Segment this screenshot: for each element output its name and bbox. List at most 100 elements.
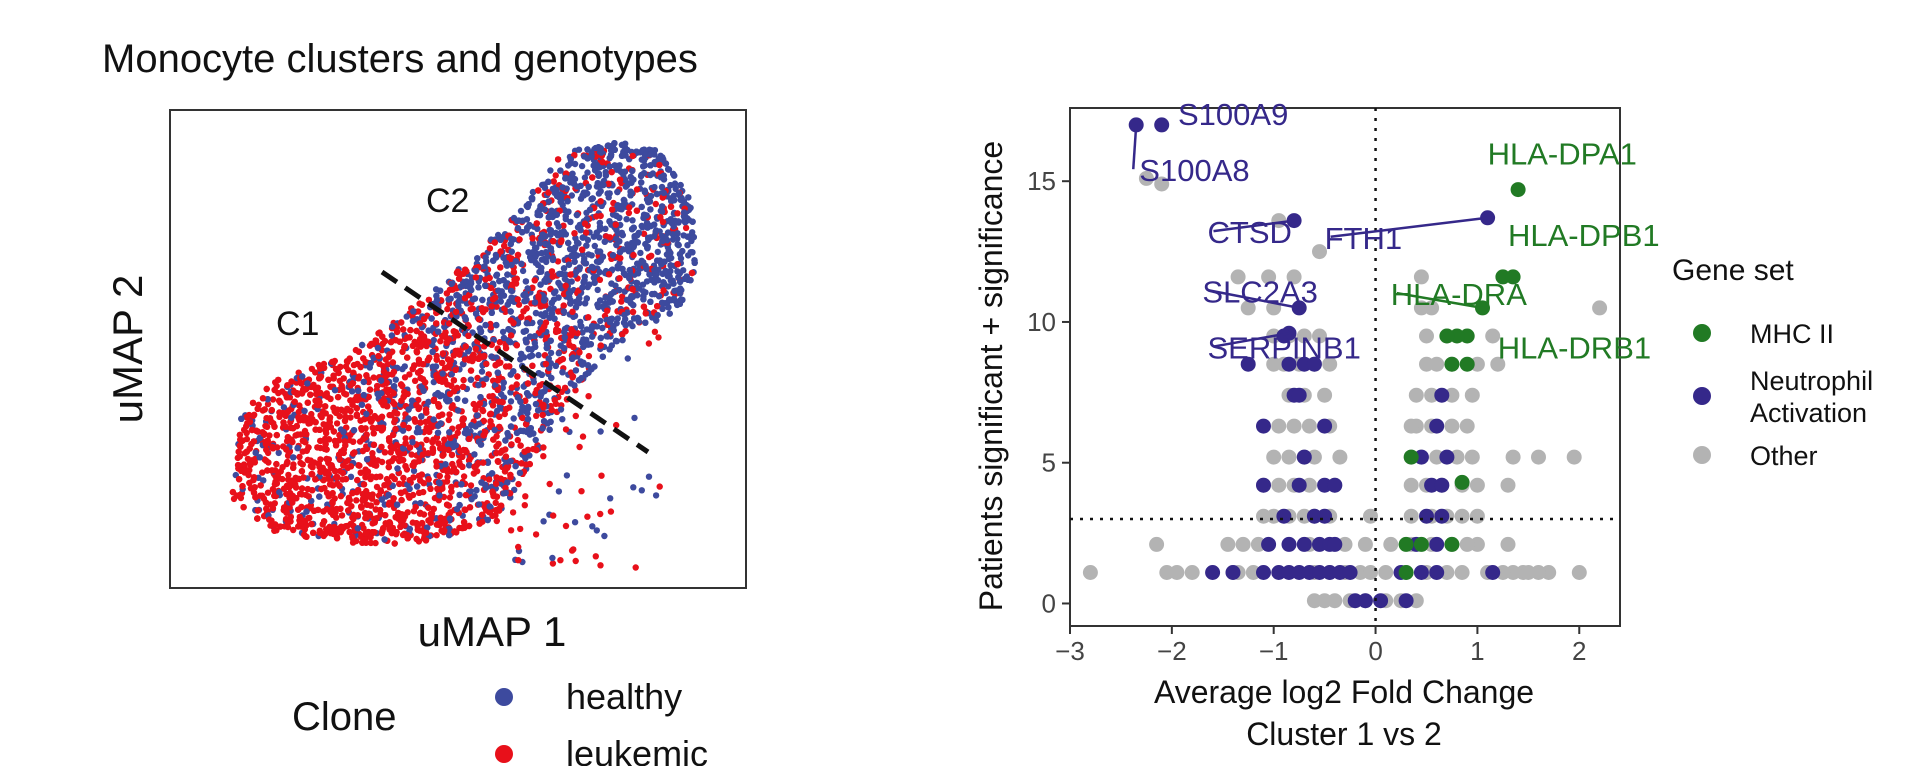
umap-cell-point	[333, 505, 340, 513]
umap-cell-point	[475, 381, 482, 389]
umap-cell-point	[448, 280, 455, 287]
umap-cell-point	[337, 493, 345, 500]
umap-cell-point	[450, 328, 457, 335]
umap-cell-point	[599, 353, 606, 360]
umap-cell-point	[654, 257, 661, 264]
umap-cell-point	[404, 390, 411, 398]
umap-cell-point	[591, 279, 598, 286]
umap-cell-point	[433, 292, 440, 300]
umap-cell-point	[243, 448, 250, 455]
umap-cell-point	[547, 349, 555, 357]
umap-cell-point	[581, 277, 588, 284]
umap-cell-point	[446, 429, 453, 436]
umap-cell-point	[382, 512, 389, 519]
umap-cell-point	[526, 333, 534, 340]
umap-cell-point	[534, 407, 542, 414]
umap-cell-point	[317, 412, 324, 419]
umap-cell-point	[499, 447, 506, 454]
umap-cell-point	[580, 192, 588, 199]
umap-cell-point	[623, 216, 630, 223]
umap-cell-point	[508, 384, 516, 391]
umap-cell-point	[491, 239, 498, 246]
umap-cell-point	[321, 392, 329, 399]
umap-cell-point	[547, 418, 554, 425]
umap-cell-point	[314, 506, 322, 514]
umap-cell-point	[578, 162, 586, 170]
umap-cell-point	[660, 287, 667, 294]
umap-cell-point	[346, 528, 353, 536]
umap-cell-point	[565, 162, 572, 169]
umap-cell-point	[271, 423, 278, 430]
umap-cell-point	[492, 499, 499, 506]
umap-cell-point	[429, 449, 436, 456]
umap-cell-point	[433, 458, 440, 465]
umap-cell-point	[293, 422, 300, 430]
umap-cell-point	[559, 369, 566, 376]
umap-cell-point	[676, 290, 684, 297]
umap-cell-point	[386, 519, 393, 526]
umap-cell-point	[470, 400, 477, 408]
umap-cell-point	[528, 194, 535, 202]
umap-cell-point	[355, 375, 362, 382]
umap-cell-point	[353, 405, 360, 412]
umap-cell-point	[477, 328, 484, 336]
umap-cell-point	[585, 183, 592, 190]
umap-cell-point	[546, 426, 553, 433]
umap-cell-point	[418, 383, 425, 390]
umap-cell-point	[466, 435, 473, 442]
umap-cell-point	[439, 452, 446, 459]
umap-cell-point	[537, 303, 544, 310]
umap-cell-point	[660, 172, 667, 179]
umap-cell-point	[634, 314, 641, 322]
umap-cell-point	[657, 214, 664, 221]
umap-cell-point	[628, 226, 636, 233]
umap-cell-point	[312, 419, 319, 426]
umap-cell-point	[613, 235, 620, 242]
umap-cell-point	[413, 520, 420, 527]
umap-cell-point	[460, 473, 468, 480]
umap-cell-point	[284, 434, 292, 441]
umap-cell-point	[472, 274, 480, 281]
umap-cell-point	[597, 342, 604, 349]
umap-cell-point	[459, 383, 467, 390]
umap-cell-point	[239, 483, 246, 490]
umap-cell-point	[508, 281, 516, 288]
umap-cell-point	[286, 484, 293, 491]
umap-cell-point	[276, 488, 283, 496]
umap-cell-point	[333, 474, 340, 481]
umap-cell-point	[240, 461, 248, 468]
umap-cell-point	[298, 468, 306, 475]
umap-cell-point	[569, 170, 576, 177]
umap-cell-point	[593, 213, 600, 220]
umap-cell-point	[597, 297, 604, 304]
umap-cell-point	[413, 349, 421, 356]
umap-cell-point	[640, 214, 647, 222]
umap-cell-point	[374, 344, 382, 352]
umap-cell-point	[454, 407, 462, 414]
umap-cell-point	[641, 188, 649, 196]
umap-cell-point	[508, 261, 515, 269]
umap-cell-point	[482, 375, 490, 383]
umap-cell-point	[486, 507, 494, 515]
umap-cell-point	[358, 503, 365, 510]
umap-cell-point	[392, 425, 399, 433]
umap-cell-point	[462, 491, 470, 499]
umap-cell-point	[492, 512, 499, 519]
umap-cell-point	[507, 423, 515, 430]
umap-cell-point	[281, 485, 288, 492]
umap-cell-point	[667, 203, 675, 210]
umap-cell-point	[595, 144, 602, 151]
umap-cell-point	[393, 528, 400, 536]
umap-cell-point	[524, 415, 532, 423]
umap-cell-point	[419, 361, 427, 368]
umap-cell-point	[312, 476, 319, 483]
umap-cell-point	[530, 378, 537, 386]
umap-cell-point	[390, 383, 398, 390]
umap-cell-point	[524, 285, 531, 292]
umap-cell-point	[637, 249, 644, 257]
umap-cell-point	[677, 285, 684, 292]
umap-cell-point	[568, 252, 575, 259]
umap-cell-point	[648, 290, 656, 298]
umap-cell-point	[259, 492, 266, 499]
umap-cell-point	[331, 386, 339, 394]
